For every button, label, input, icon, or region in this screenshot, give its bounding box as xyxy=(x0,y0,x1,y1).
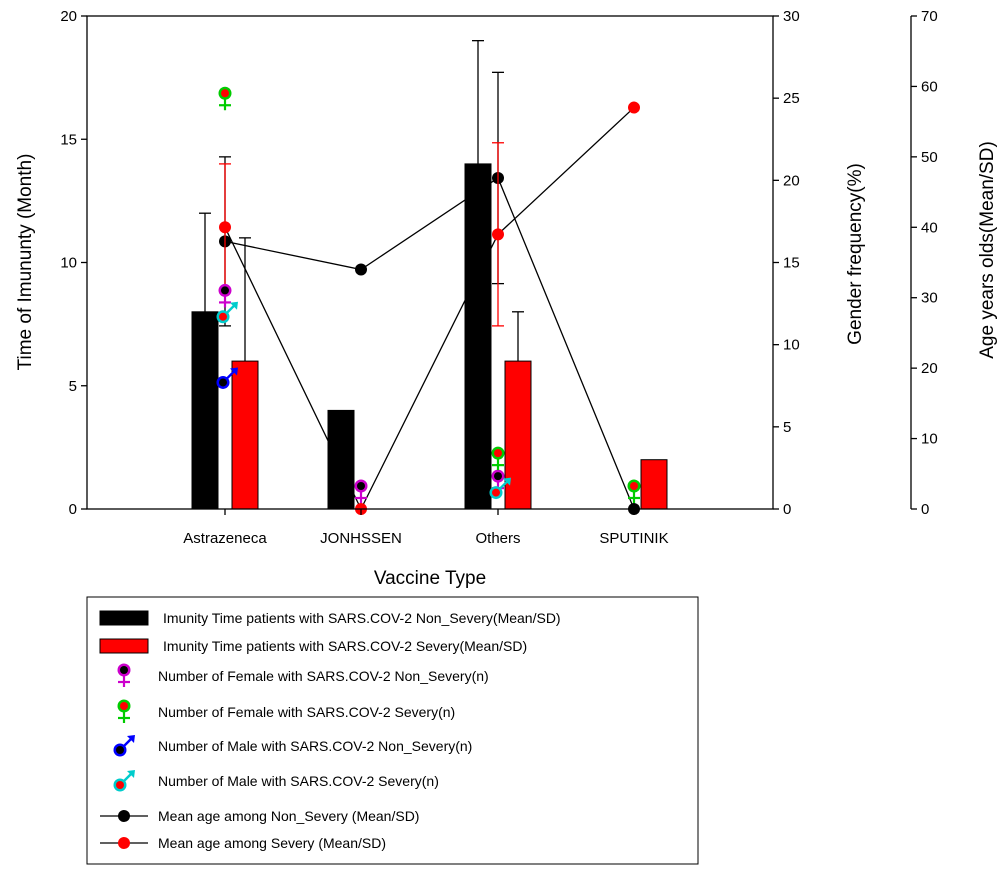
legend-marker xyxy=(118,810,130,822)
gender-series-2 xyxy=(216,367,238,389)
male-dot xyxy=(492,488,500,497)
legend-box xyxy=(86,596,699,865)
legend-item: Imunity Time patients with SARS.COV-2 Se… xyxy=(99,638,527,654)
y-right2-tick-label: 70 xyxy=(921,8,938,25)
y-right2-tick-label: 60 xyxy=(921,78,938,95)
x-tick-label: SPUTINIK xyxy=(599,530,668,547)
legend-marker xyxy=(118,837,130,849)
y-axis-right1-title: Gender frequency(%) xyxy=(845,163,866,345)
y-left-tick-label: 0 xyxy=(69,501,77,518)
y-right2-tick-label: 10 xyxy=(921,431,938,448)
y-right1-tick-label: 10 xyxy=(783,337,800,354)
age-point xyxy=(219,221,231,234)
legend-item: Number of Female with SARS.COV-2 Non_Sev… xyxy=(117,663,489,687)
male-dot xyxy=(116,781,124,789)
legend-label: Number of Male with SARS.COV-2 Non_Sever… xyxy=(158,738,472,754)
legend-label: Number of Male with SARS.COV-2 Severy(n) xyxy=(158,773,439,789)
y-left-tick-label: 10 xyxy=(60,255,77,272)
male-arrow-head xyxy=(127,770,135,778)
y-right2-tick-label: 0 xyxy=(921,501,929,518)
legend-item: Number of Female with SARS.COV-2 Severy(… xyxy=(117,699,455,723)
y-axis-right2-title: Age years olds(Mean/SD) xyxy=(977,141,998,359)
y-axis-left-title: Time of Imununty (Month) xyxy=(15,154,36,371)
legend: Imunity Time patients with SARS.COV-2 No… xyxy=(86,596,699,865)
legend-item: Mean age among Severy (Mean/SD) xyxy=(100,835,386,851)
gender-series-3 xyxy=(216,301,511,500)
y-right1-tick-label: 15 xyxy=(783,255,800,272)
age-point xyxy=(628,101,640,114)
age-point xyxy=(355,263,367,276)
bar xyxy=(327,409,355,510)
female-dot xyxy=(120,702,128,710)
male-arrow-head xyxy=(230,301,238,310)
bar xyxy=(504,360,532,510)
y-right1-tick-label: 20 xyxy=(783,172,800,189)
axes: 0 5 10 15 20 0 5 10 15 20 25 30 0 10 20 30 40 50 60 70 Astra… xyxy=(60,8,937,547)
y-left-tick-label: 20 xyxy=(60,8,77,25)
bar xyxy=(464,163,492,510)
age-line xyxy=(224,107,635,511)
male-dot xyxy=(219,312,227,321)
y-left-tick-label: 15 xyxy=(60,131,77,148)
y-right2-tick-label: 50 xyxy=(921,149,938,166)
male-dot xyxy=(219,378,227,387)
plot-area xyxy=(191,40,668,515)
legend-swatch xyxy=(99,638,149,654)
y-right1-tick-label: 30 xyxy=(783,8,800,25)
male-arrow-head xyxy=(230,367,238,376)
legend-item: Number of Male with SARS.COV-2 Severy(n) xyxy=(113,770,439,792)
plot-frame xyxy=(86,15,774,510)
female-dot xyxy=(221,89,229,98)
y-right1-tick-label: 5 xyxy=(783,419,791,436)
age-series-1 xyxy=(219,101,640,515)
legend-item: Mean age among Non_Severy (Mean/SD) xyxy=(100,808,419,824)
y-left-tick-label: 5 xyxy=(69,378,77,395)
y-right1-tick-label: 0 xyxy=(783,501,791,518)
bar-series-0 xyxy=(191,40,492,510)
male-dot xyxy=(116,746,124,754)
legend-label: Mean age among Non_Severy (Mean/SD) xyxy=(158,808,419,824)
y-right1-tick-label: 25 xyxy=(783,90,800,107)
x-tick-label: Astrazeneca xyxy=(183,530,267,547)
gender-series-1 xyxy=(218,86,641,503)
male-arrow-head xyxy=(503,477,511,486)
age-series-0 xyxy=(219,71,640,515)
y-right2-tick-label: 30 xyxy=(921,290,938,307)
bar xyxy=(231,360,259,510)
bar xyxy=(191,311,219,510)
legend-item: Imunity Time patients with SARS.COV-2 No… xyxy=(99,610,561,626)
female-dot xyxy=(630,481,638,490)
bar-series-1 xyxy=(231,237,668,510)
age-point xyxy=(492,228,504,241)
legend-label: Number of Female with SARS.COV-2 Severy(… xyxy=(158,704,455,720)
legend-item: Number of Male with SARS.COV-2 Non_Sever… xyxy=(113,735,472,757)
bar xyxy=(640,459,668,510)
female-dot xyxy=(357,481,365,490)
female-dot xyxy=(120,666,128,674)
female-dot xyxy=(494,449,502,458)
female-dot xyxy=(494,472,502,481)
age-line xyxy=(224,177,635,510)
female-dot xyxy=(221,286,229,295)
male-arrow-head xyxy=(127,735,135,743)
y-right2-tick-label: 40 xyxy=(921,219,938,236)
legend-label: Imunity Time patients with SARS.COV-2 Se… xyxy=(163,638,527,654)
legend-label: Imunity Time patients with SARS.COV-2 No… xyxy=(163,610,561,626)
x-tick-label: Others xyxy=(475,530,520,547)
x-tick-label: JONHSSEN xyxy=(320,530,402,547)
gender-series-0 xyxy=(218,283,505,503)
legend-label: Mean age among Severy (Mean/SD) xyxy=(158,835,386,851)
y-right2-tick-label: 20 xyxy=(921,360,938,377)
x-axis-title: Vaccine Type xyxy=(374,568,486,589)
legend-label: Number of Female with SARS.COV-2 Non_Sev… xyxy=(158,668,489,684)
legend-swatch xyxy=(99,610,149,626)
